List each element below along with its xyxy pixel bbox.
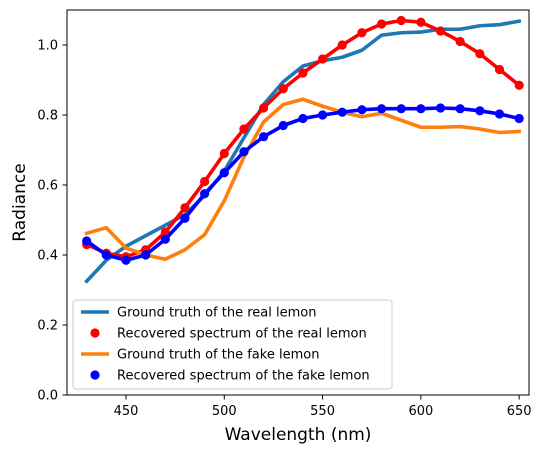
y-tick-label: 0.6 [37,179,58,194]
y-tick-label: 0.4 [37,249,58,264]
data-point [435,103,446,113]
axes-frame [66,9,530,396]
series-line [84,19,522,284]
data-point [317,54,328,64]
legend-label: Recovered spectrum of the real lemon [117,327,367,342]
data-point [494,109,505,119]
y-tick-label: 0.8 [37,109,58,124]
x-tick-label: 600 [408,404,433,419]
y-tick-label: 0.2 [37,319,58,334]
legend-label: Ground truth of the real lemon [117,306,316,321]
data-point [396,104,406,114]
series-0 [84,19,522,284]
data-point [180,213,190,223]
legend-label: Ground truth of the fake lemon [117,348,319,363]
x-axis-title: Wavelength (nm) [225,425,372,445]
legend-swatch-marker [90,328,100,338]
data-point [278,120,288,131]
data-point [514,80,524,90]
data-point [258,103,269,113]
legend-box [72,299,393,390]
data-point [160,234,170,244]
data-point [219,168,229,178]
data-point [298,113,308,124]
data-point [337,107,347,117]
data-point [141,250,151,260]
y-tick-label: 1.0 [37,39,58,54]
data-point [455,36,465,47]
x-tick-label: 450 [114,404,139,419]
data-point [298,68,308,78]
data-point [494,64,505,75]
data-point [475,106,485,116]
data-point [357,28,367,38]
data-point [239,147,249,157]
data-point [416,17,426,27]
data-point [258,132,269,142]
data-point [475,49,485,59]
x-tick-label: 650 [507,404,532,419]
legend-entry: Ground truth of the real lemon [81,306,316,321]
data-point [278,84,288,94]
data-point [82,236,92,246]
data-point [200,189,210,199]
data-point [121,255,131,265]
series-2 [84,97,522,262]
data-point [239,124,249,134]
data-point [200,176,210,187]
data-point [514,113,524,124]
data-point [180,203,190,213]
data-point [435,26,446,36]
y-tick-label: 0.0 [37,389,58,404]
legend-label: Recovered spectrum of the fake lemon [117,369,370,384]
data-point [376,19,387,29]
data-point [455,104,465,114]
data-point [317,110,328,120]
legend: Ground truth of the real lemon Recovered … [72,299,393,390]
legend-entry: Ground truth of the fake lemon [81,348,319,363]
x-tick-label: 500 [212,404,237,419]
data-point [416,104,426,114]
legend-swatch-marker [90,370,100,380]
series-3 [82,103,524,265]
data-point [337,40,347,50]
data-point [357,105,367,115]
legend-entry: Recovered spectrum of the real lemon [90,327,367,342]
data-point [101,250,111,260]
data-point [219,148,229,159]
legend-entry: Recovered spectrum of the fake lemon [90,369,370,384]
data-point [376,104,387,114]
data-point [396,15,406,26]
y-axis-title: Radiance [10,163,30,241]
series-layer [82,15,524,284]
series-line [84,97,522,262]
axes: 450 500 550 600 650 0.0 0.2 0.4 0.6 0.8 1.0 [37,9,532,419]
x-tick-label: 550 [310,404,335,419]
